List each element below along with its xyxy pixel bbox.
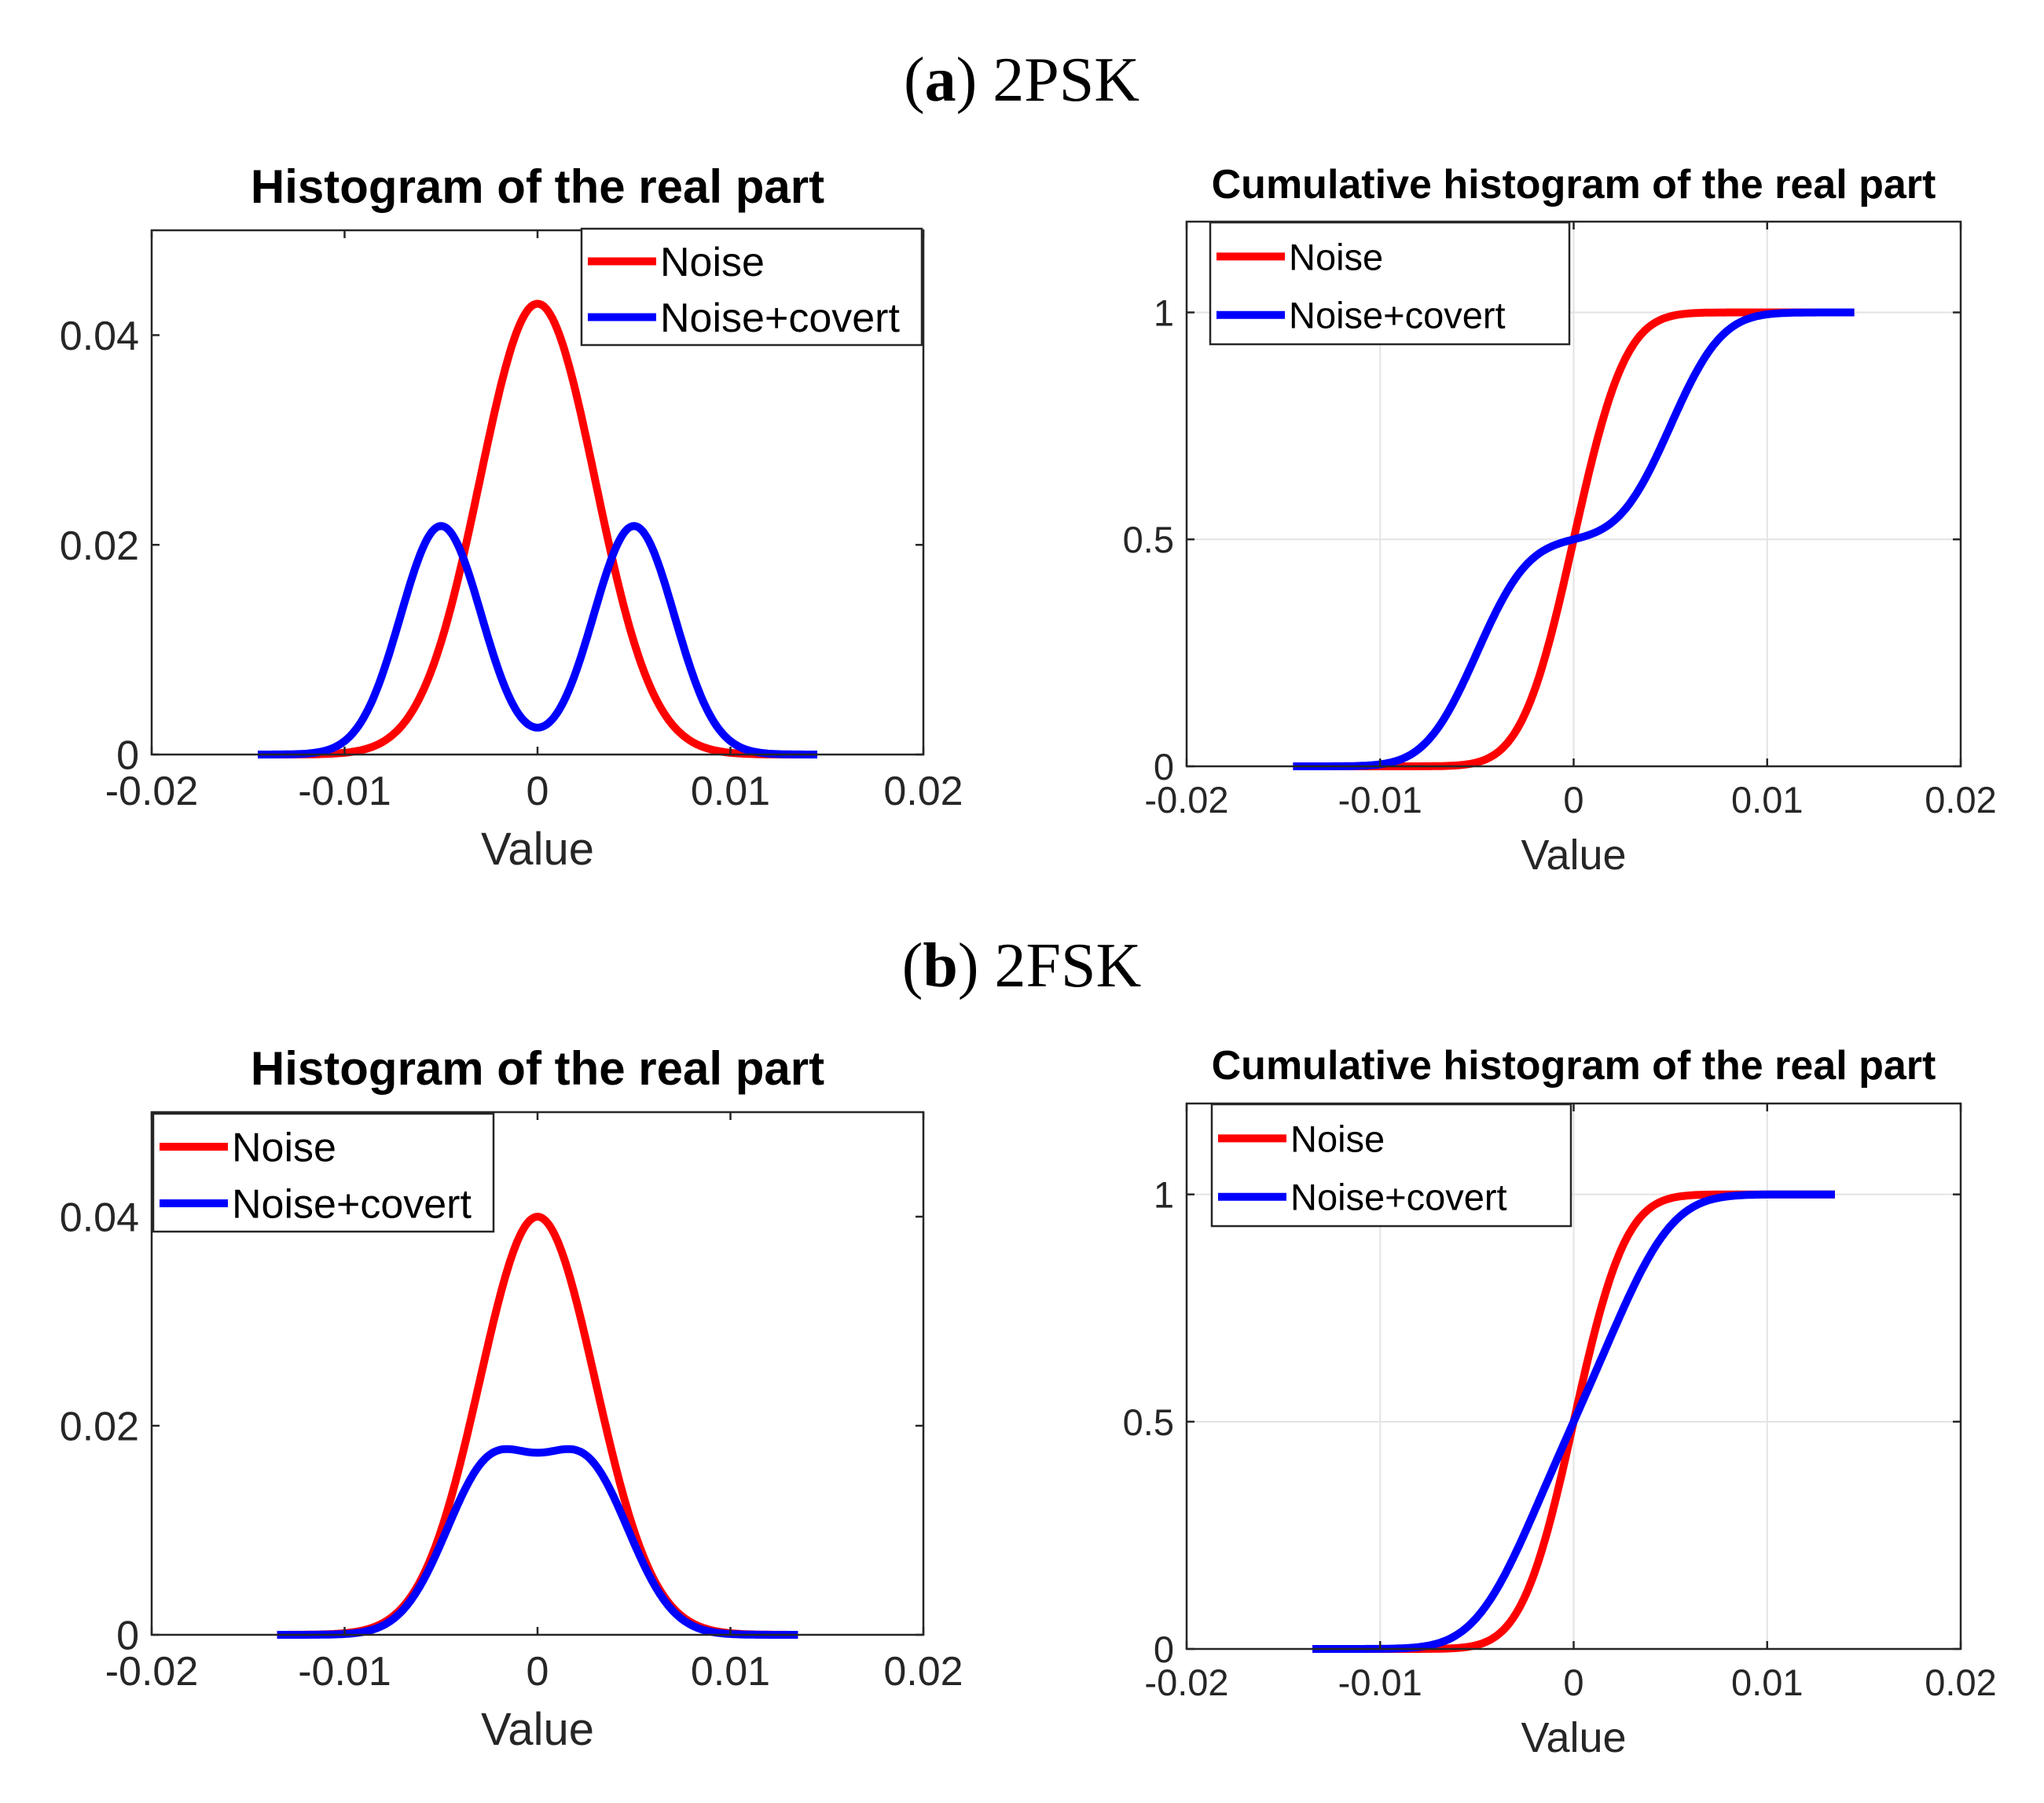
x-axis-label: Value xyxy=(1521,832,1626,879)
legend-label-noise-covert: Noise+covert xyxy=(660,296,900,341)
legend: Noise Noise+covert xyxy=(152,1112,495,1233)
legend-box xyxy=(1209,221,1571,346)
chart-a-hist: -0.02 -0.01 0 0.01 0.02 0 0.02 0.04 Histogram of… xyxy=(60,160,963,875)
x-tick-label: -0.02 xyxy=(1144,779,1228,821)
legend-label-noise-covert: Noise+covert xyxy=(1290,1177,1507,1218)
legend-label-noise-covert: Noise+covert xyxy=(232,1182,472,1228)
y-tick-label: 0.5 xyxy=(1123,519,1174,560)
y-tick-label: 0.02 xyxy=(60,1405,139,1450)
y-tick-label: 0 xyxy=(1154,1629,1174,1670)
y-tick-label: 0.02 xyxy=(60,523,139,569)
chart-b-hist: -0.02 -0.01 0 0.01 0.02 0 0.02 0.04 Histogram of… xyxy=(60,1042,963,1755)
panel-a-heading: (a) 2PSK xyxy=(904,46,1139,115)
y-tick-label: 0.04 xyxy=(60,1195,139,1241)
x-tick-label: 0.02 xyxy=(1925,1662,1996,1703)
chart-a-cum: -0.02 -0.01 0 0.01 0.02 0 0.5 1 Cumulative histo… xyxy=(1123,162,1997,879)
x-tick-label: -0.02 xyxy=(1144,1662,1228,1703)
panel-a-title: 2PSK xyxy=(993,46,1139,115)
series-line-noise xyxy=(255,299,820,758)
x-axis-label: Value xyxy=(1521,1714,1626,1761)
x-tick-label: 0 xyxy=(1563,1662,1583,1703)
panel-b-heading: (b) 2FSK xyxy=(902,931,1142,1001)
series-line-noise xyxy=(275,1213,800,1639)
x-tick-label: -0.01 xyxy=(1338,1662,1422,1703)
y-tick-label: 0.04 xyxy=(60,314,139,359)
chart-title: Histogram of the real part xyxy=(251,1042,824,1095)
x-tick-label: 0 xyxy=(527,1649,549,1695)
x-tick-label: -0.01 xyxy=(298,1649,391,1695)
charts: -0.02 -0.01 0 0.01 0.02 0 0.02 0.04 Histogram of… xyxy=(60,160,1997,1761)
chart-title: Cumulative histogram of the real part xyxy=(1212,1043,1936,1089)
legend: Noise Noise+covert xyxy=(1210,1103,1572,1228)
x-tick-label: -0.02 xyxy=(105,769,199,814)
legend-box xyxy=(152,1112,495,1233)
x-tick-label: 0 xyxy=(527,769,549,814)
chart-b-cum: -0.02 -0.01 0 0.01 0.02 0 0.5 1 Cumulative histo… xyxy=(1123,1043,1997,1761)
x-tick-label: 0.02 xyxy=(1925,779,1996,821)
x-tick-label: 0.01 xyxy=(1731,1662,1803,1703)
x-tick-label: 0 xyxy=(1563,779,1583,821)
panel-a-letter: a xyxy=(925,46,956,115)
series-line-noise-covert xyxy=(255,522,820,758)
x-tick-label: -0.01 xyxy=(298,769,391,814)
series-line-noise-covert xyxy=(1291,308,1856,770)
panel-b-letter: b xyxy=(923,931,958,1001)
y-tick-label: 1 xyxy=(1154,1174,1174,1216)
y-tick-label: 1 xyxy=(1154,292,1174,333)
legend-label-noise-covert: Noise+covert xyxy=(1289,295,1506,336)
x-tick-label: 0.01 xyxy=(691,1649,770,1695)
y-tick-label: 0 xyxy=(116,733,139,779)
x-axis-label: Value xyxy=(481,824,594,875)
legend-label-noise: Noise xyxy=(1289,236,1383,277)
chart-title: Histogram of the real part xyxy=(251,160,824,213)
legend: Noise Noise+covert xyxy=(1209,221,1571,346)
x-tick-label: 0.01 xyxy=(1731,779,1803,821)
chart-title: Cumulative histogram of the real part xyxy=(1212,162,1936,207)
x-tick-label: 0.01 xyxy=(691,769,770,814)
series-line-noise-covert xyxy=(275,1445,800,1639)
x-tick-label: 0.02 xyxy=(883,769,963,814)
y-tick-label: 0.5 xyxy=(1123,1401,1174,1443)
x-axis-label: Value xyxy=(481,1704,594,1755)
legend-label-noise: Noise xyxy=(660,240,765,285)
y-tick-label: 0 xyxy=(1154,746,1174,788)
x-tick-label: -0.02 xyxy=(105,1649,199,1695)
y-tick-label: 0 xyxy=(116,1614,139,1659)
x-tick-label: -0.01 xyxy=(1338,779,1422,821)
legend: Noise Noise+covert xyxy=(580,227,923,347)
legend-box xyxy=(1210,1103,1572,1228)
legend-label-noise: Noise xyxy=(1290,1118,1385,1159)
panel-b-title: 2FSK xyxy=(995,931,1142,1001)
legend-label-noise: Noise xyxy=(232,1125,336,1171)
legend-box xyxy=(580,227,923,347)
x-tick-label: 0.02 xyxy=(883,1649,963,1695)
